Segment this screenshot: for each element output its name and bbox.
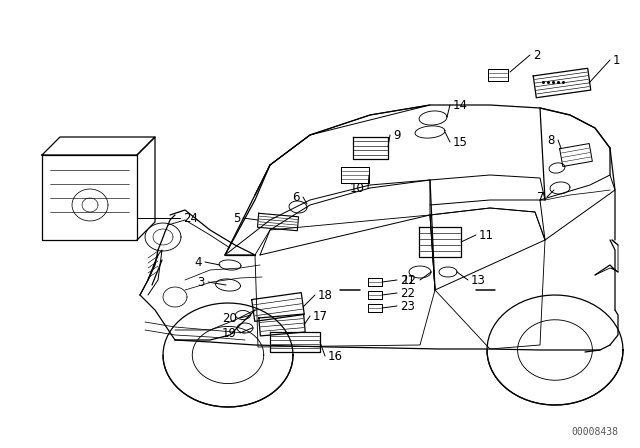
Text: 22: 22 — [400, 287, 415, 300]
Text: 19: 19 — [222, 327, 237, 340]
Text: 1: 1 — [613, 53, 621, 66]
Text: 17: 17 — [313, 310, 328, 323]
Text: 8: 8 — [548, 134, 555, 146]
Text: 9: 9 — [393, 129, 401, 142]
Text: 20: 20 — [222, 311, 237, 324]
Text: 18: 18 — [318, 289, 333, 302]
Text: 3: 3 — [198, 276, 205, 289]
Text: 24: 24 — [183, 211, 198, 224]
Text: 14: 14 — [453, 99, 468, 112]
Text: 11: 11 — [479, 228, 494, 241]
Text: 2: 2 — [533, 48, 541, 61]
Text: 6: 6 — [292, 190, 300, 203]
Text: 7: 7 — [536, 190, 544, 203]
Text: 16: 16 — [328, 349, 343, 362]
Text: 4: 4 — [195, 255, 202, 268]
Text: 5: 5 — [232, 211, 240, 224]
Text: 10: 10 — [350, 181, 365, 194]
Text: 00008438: 00008438 — [572, 427, 618, 437]
Text: 12: 12 — [402, 273, 417, 287]
Text: 23: 23 — [400, 300, 415, 313]
Text: 15: 15 — [453, 135, 468, 148]
Text: 21: 21 — [400, 273, 415, 287]
Text: 13: 13 — [471, 273, 486, 287]
